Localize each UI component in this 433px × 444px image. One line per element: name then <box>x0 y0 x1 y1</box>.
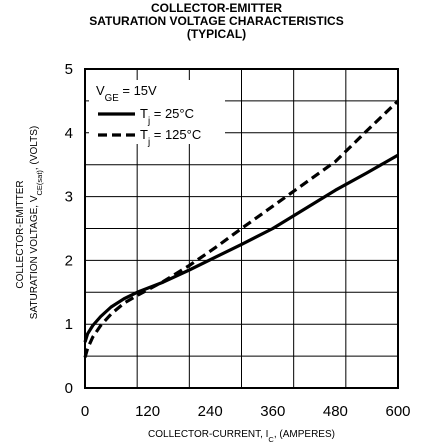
x-tick-label: 480 <box>323 403 348 420</box>
x-tick-label: 120 <box>135 403 160 420</box>
axis-labels: COLLECTOR-CURRENT, IC, (AMPERES) COLLECTO… <box>15 126 335 444</box>
series-layer <box>83 99 400 358</box>
x-tick-label: 360 <box>260 403 285 420</box>
tick-labels: 0 120 240 360 480 600 0 1 2 3 4 5 <box>65 61 411 420</box>
chart-title-line-3: (TYPICAL) <box>186 27 247 41</box>
y-axis-label-line-1: COLLECTOR-EMITTER <box>15 180 26 288</box>
legend-label-tj-125c: Tj = 125°C <box>140 127 201 148</box>
series-line-tj-25c <box>83 153 399 343</box>
y-tick-label: 1 <box>65 316 73 333</box>
y-tick-label: 4 <box>65 125 73 142</box>
legend-label-tj-25c: Tj = 25°C <box>140 106 194 127</box>
y-tick-label: 3 <box>65 189 73 206</box>
x-tick-label: 240 <box>198 403 223 420</box>
chart-title-line-2: SATURATION VOLTAGE CHARACTERISTICS <box>89 14 344 28</box>
y-tick-label: 2 <box>65 252 73 269</box>
x-axis-label: COLLECTOR-CURRENT, IC, (AMPERES) <box>148 429 335 444</box>
y-tick-label: 5 <box>65 61 73 78</box>
legend-header: VGE = 15V <box>96 83 157 104</box>
legend-background <box>89 80 225 144</box>
plot-frame <box>84 68 399 389</box>
y-axis-label-line-2: SATURATION VOLTAGE, VCE(sat), (VOLTS) <box>29 126 44 319</box>
x-tick-label: 600 <box>385 403 410 420</box>
y-tick-label: 0 <box>65 380 73 397</box>
chart-title-line-1: COLLECTOR-EMITTER <box>150 1 283 15</box>
chart-title: COLLECTOR-EMITTER SATURATION VOLTAGE CHA… <box>0 2 433 41</box>
series-line-tj-125c <box>83 99 400 358</box>
x-tick-label: 0 <box>81 403 89 420</box>
